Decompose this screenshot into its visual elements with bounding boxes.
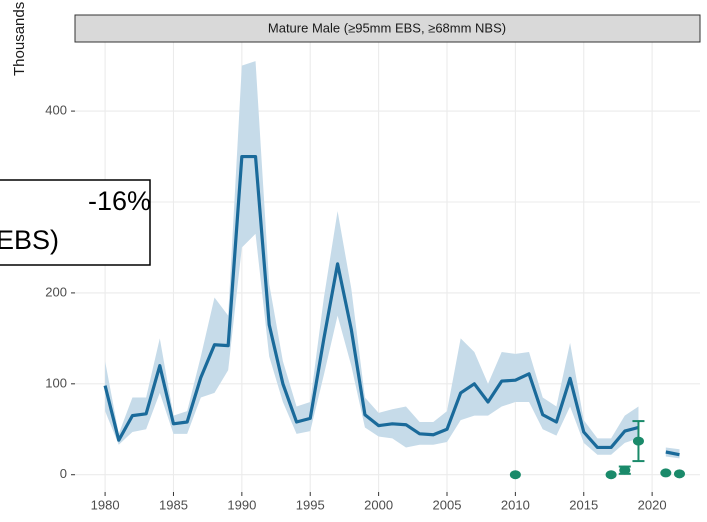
survey-point — [605, 470, 617, 480]
annotation: EBS) — [0, 225, 59, 255]
y-tick-label: 400 — [45, 103, 67, 118]
x-tick-label: 2020 — [638, 497, 667, 512]
annotation-box — [0, 179, 151, 266]
survey-point — [632, 436, 644, 446]
x-tick-label: 1980 — [91, 497, 120, 512]
x-tick-label: 2010 — [501, 497, 530, 512]
survey-point — [509, 470, 521, 480]
y-axis-title: Thousands — [11, 2, 28, 76]
x-tick-label: 1985 — [159, 497, 188, 512]
y-tick-label: 0 — [60, 466, 67, 481]
survey-point — [673, 469, 685, 479]
strip — [74, 14, 701, 43]
y-tick-label: 100 — [45, 375, 67, 390]
x-tick-label: 2000 — [364, 497, 393, 512]
confidence-band — [105, 61, 639, 455]
survey-point — [619, 465, 631, 475]
x-tick-label: 1990 — [227, 497, 256, 512]
survey-point — [660, 468, 672, 478]
y-tick-label: 200 — [45, 284, 67, 299]
x-tick-label: 2005 — [433, 497, 462, 512]
x-tick-label: 2015 — [569, 497, 598, 512]
x-tick-label: 1995 — [296, 497, 325, 512]
strip-title: Mature Male (≥95mm EBS, ≥68mm NBS) — [268, 20, 506, 35]
annotation: -16% — [88, 186, 151, 216]
line — [103, 154, 680, 457]
